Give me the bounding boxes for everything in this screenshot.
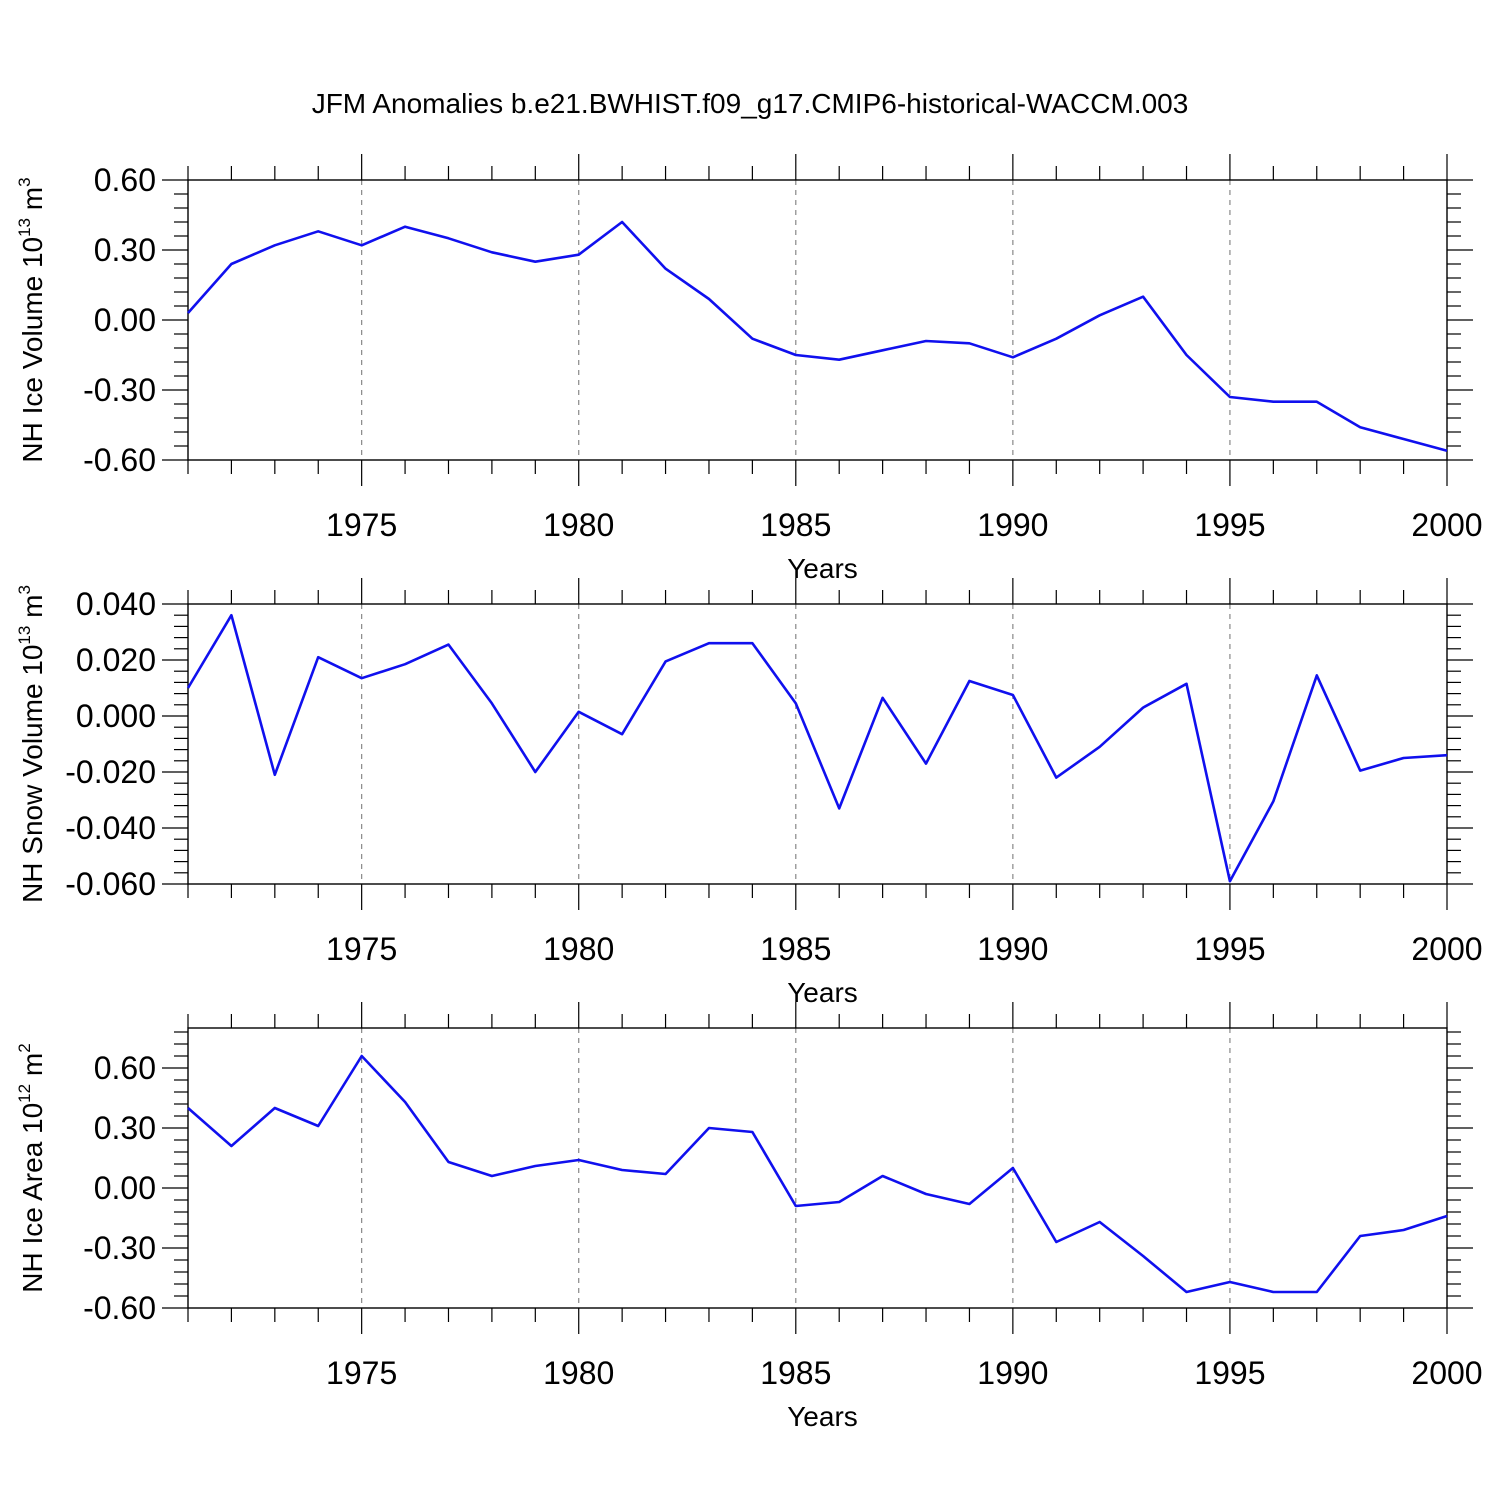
x-tick-label: 1980 <box>543 931 614 967</box>
y-tick-label: -0.30 <box>83 372 156 408</box>
x-axis-title: Years <box>787 977 858 1008</box>
x-axis-title: Years <box>787 1401 858 1432</box>
y-tick-label: -0.30 <box>83 1230 156 1266</box>
x-tick-label: 1975 <box>326 507 397 543</box>
series-line <box>186 613 1448 883</box>
x-tick-label: 1980 <box>543 1355 614 1391</box>
plot-frame <box>187 603 1448 885</box>
y-axis-title: NH Ice Area 1012 m2 <box>15 1043 48 1292</box>
x-axis-title: Years <box>787 553 858 584</box>
panel-1: -0.60 -0.30 0.00 0.30 0.60 1975 1980 1985 1990 19… <box>15 154 1483 584</box>
panel-2: -0.060 -0.040 -0.020 0.000 0.020 0.040 1975 198… <box>15 578 1483 1008</box>
y-tick-label: 0.30 <box>94 1110 156 1146</box>
y-tick-label: 0.00 <box>94 1170 156 1206</box>
plot-frame <box>187 1027 1448 1309</box>
y-tick-label: -0.060 <box>65 866 156 902</box>
y-tick-label: 0.020 <box>76 642 156 678</box>
x-tick-label: 2000 <box>1411 1355 1482 1391</box>
x-tick-label: 1985 <box>760 931 831 967</box>
y-axis-title: NH Snow Volume 1013 m3 <box>15 585 48 903</box>
x-tick-label: 1995 <box>1194 507 1265 543</box>
plot-frame <box>187 179 1448 461</box>
y-axis-title: NH Ice Volume 1013 m3 <box>15 177 48 462</box>
series-line <box>187 1054 1448 1294</box>
x-tick-label: 1975 <box>326 931 397 967</box>
y-tick-label: 0.000 <box>76 698 156 734</box>
panel-3: -0.60 -0.30 0.00 0.30 0.60 1975 1980 1985 1990 19… <box>15 1002 1483 1432</box>
x-tick-label: 1980 <box>543 507 614 543</box>
x-tick-label: 1985 <box>760 1355 831 1391</box>
y-tick-label: -0.020 <box>65 754 156 790</box>
y-tick-label: 0.60 <box>94 162 156 198</box>
y-tick-label: 0.30 <box>94 232 156 268</box>
x-tick-label: 1985 <box>760 507 831 543</box>
series-line <box>187 220 1448 452</box>
x-tick-label: 2000 <box>1411 507 1482 543</box>
page-title: JFM Anomalies b.e21.BWHIST.f09_g17.CMIP6… <box>311 88 1189 119</box>
y-tick-label: 0.60 <box>94 1050 156 1086</box>
x-tick-label: 1995 <box>1194 931 1265 967</box>
x-tick-label: 1990 <box>977 1355 1048 1391</box>
x-tick-label: 1995 <box>1194 1355 1265 1391</box>
y-tick-label: 0.00 <box>94 302 156 338</box>
y-tick-label: -0.60 <box>83 442 156 478</box>
x-tick-label: 1990 <box>977 507 1048 543</box>
x-tick-label: 1975 <box>326 1355 397 1391</box>
x-tick-label: 2000 <box>1411 931 1482 967</box>
y-tick-label: -0.040 <box>65 810 156 846</box>
x-tick-label: 1990 <box>977 931 1048 967</box>
y-tick-label: 0.040 <box>76 586 156 622</box>
y-tick-label: -0.60 <box>83 1290 156 1326</box>
